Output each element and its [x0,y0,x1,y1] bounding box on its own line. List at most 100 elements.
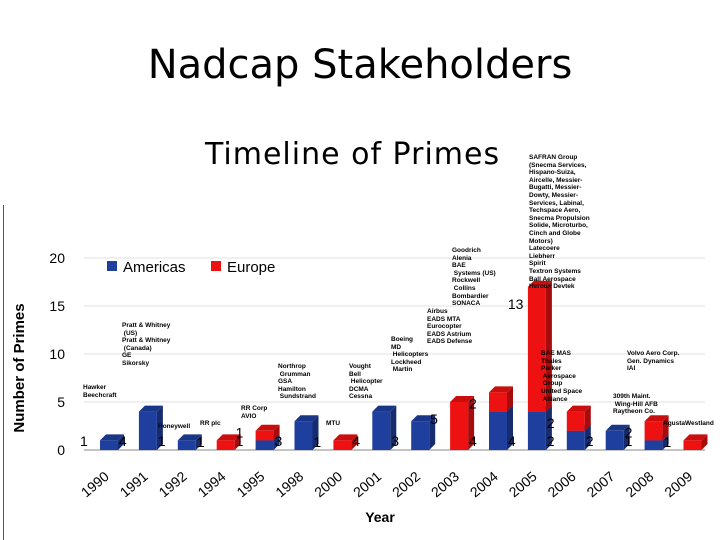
annotation-label: Boeing MD Helicopters Lockheed Martin [391,336,429,374]
bar-europe [216,440,235,450]
annotation-label: Hawker Beechcraft [83,384,117,399]
bar-side [545,405,552,450]
y-tick-label: 15 [49,298,65,314]
annotation-label: Northrop Grumman GSA Hamilton Sundstrand [278,363,316,401]
bar-top [566,405,591,412]
slide-divider [3,205,4,540]
bar-value-label: 13 [508,296,524,312]
bar-americas [411,421,430,450]
annotation-label: Volvo Aero Corp. Gen. Dynamics IAI [627,350,680,373]
bar-americas [255,440,274,450]
bar-top [100,434,124,441]
bar-side [156,405,163,450]
x-tick-label: 2002 [389,468,423,500]
bar-side [507,405,513,450]
bar-americas [138,411,157,450]
annotation-label: AgustaWestland [663,420,714,427]
bar-top [527,280,552,287]
bar-side [429,415,436,450]
x-tick-label: 2004 [467,468,501,500]
bar-top [216,434,241,441]
bar-value-label: 3 [275,433,283,449]
bar-europe [683,440,702,450]
bar-value-label: 5 [430,411,438,427]
bar-top [255,424,280,431]
bars [100,280,708,450]
slide-title: Nadcap Stakeholders [147,42,573,88]
legend-swatch-americas [107,261,117,271]
bar-europe [255,430,274,441]
bar-top [683,434,708,441]
bar-americas [177,440,196,450]
bar-value-label: 4 [352,433,360,449]
bar-top [489,386,513,393]
bar-americas [566,430,585,450]
bar-europe [450,402,469,450]
bar-value-label: 1 [236,433,244,449]
annotation-label: Airbus EADS MTA Eurocopter EADS Astrium … [427,308,473,346]
bar-value-label: 2 [547,415,555,431]
x-tick-label: 2003 [428,468,462,500]
x-axis-label: Year [365,509,395,525]
bar-side [118,434,124,450]
bar-side [195,434,202,450]
bar-top [294,415,319,422]
bar-europe [527,286,546,412]
annotation-label: SAFRAN Group (Snecma Services, Hispano-S… [529,154,590,291]
annotation-label: MTU [326,420,341,427]
bar-americas [644,440,663,450]
bar-value-label: 2 [586,433,594,449]
annotation-label: Vought Bell Helicopter DCMA Cessna [349,363,383,401]
bar-top [450,396,475,402]
bar-value-label: 4 [469,433,477,449]
bar-americas [605,430,624,450]
annotation-label: RR plc [200,420,221,427]
bar-side [468,396,475,450]
annotation-label: 309th Maint. Wing-Hill AFB Raytheon Co. [613,393,658,416]
x-tick-label: 2005 [506,468,540,500]
x-tick-label: 2007 [583,468,617,500]
bar-value-label: 1 [236,424,244,440]
y-tick-label: 10 [49,346,65,362]
bar-americas [489,411,507,450]
legend-label-europe: Europe [227,259,275,276]
bar-top [411,415,436,422]
bar-value-label: 3 [391,433,399,449]
x-tick-label: 1991 [117,468,151,500]
bar-side [662,415,669,441]
bar-side [312,415,319,450]
y-tick-label: 0 [57,442,65,458]
bar-value-label: 1 [80,433,88,449]
annotation-label: RR Corp AVIO [241,405,268,420]
bar-europe [566,411,585,431]
bar-value-label: 1 [158,433,166,449]
bar-europe [489,392,507,412]
x-tick-label: 2000 [311,468,345,500]
bar-side [701,434,708,450]
bar-side [662,434,669,450]
x-tick-label: 1998 [272,468,306,500]
legend-label-americas: Americas [123,259,186,276]
x-tick-label: 2009 [661,468,695,500]
bar-value-label: 2 [625,424,633,440]
bar-top [177,434,202,441]
bar-value-label: 4 [119,433,127,449]
annotation-label: Goodrich Alenia BAE Systems (US) Rockwel… [452,247,496,308]
bar-top [138,405,163,412]
bar-side [390,405,397,450]
x-tick-label: 1995 [233,468,267,500]
annotation-label: Pratt & Whitney (US) Pratt & Whitney (Ca… [122,322,171,367]
x-tick-label: 1992 [156,468,190,500]
bar-top [333,434,358,441]
x-tick-label: 1994 [194,468,228,500]
bar-americas [372,411,391,450]
bar-value-label: 2 [469,396,477,412]
bar-side [351,434,358,450]
bar-value-label: 1 [625,433,633,449]
bar-value-label: 1 [313,434,321,450]
bar-side [273,434,280,450]
legend-swatch-europe [211,261,221,271]
annotation-label: BAE MAS Thales Parker Aerospace Group Un… [541,350,583,403]
